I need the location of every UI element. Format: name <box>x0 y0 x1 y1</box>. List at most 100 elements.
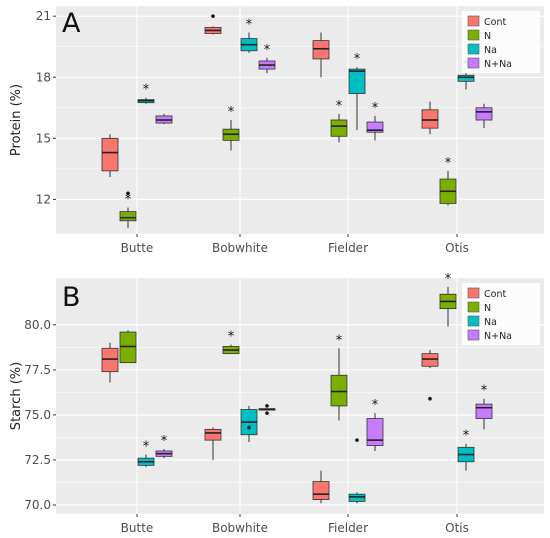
box-n-butte: * <box>119 191 137 228</box>
significance-star: * <box>463 429 470 444</box>
outlier-point <box>211 14 215 18</box>
box-cont-bobwhite <box>204 14 222 35</box>
box-n-bobwhite: * <box>222 330 240 355</box>
box-na-butte: * <box>137 440 155 468</box>
box-cont-otis <box>421 101 439 135</box>
significance-star: * <box>445 156 452 171</box>
legend-label: Cont <box>484 289 506 300</box>
legend-label: N+Na <box>484 331 512 342</box>
legend-label: N+Na <box>484 59 512 70</box>
x-tick-label: Fielder <box>328 521 368 535</box>
significance-star: * <box>143 83 150 98</box>
y-axis-label: Starch (%) <box>9 362 24 430</box>
significance-star: * <box>445 272 452 287</box>
box-body <box>312 40 330 60</box>
y-tick-label: 15 <box>36 131 51 145</box>
box-cont-otis <box>421 350 439 401</box>
y-tick-label: 72.5 <box>24 453 51 467</box>
significance-star: * <box>228 105 235 120</box>
legend-swatch <box>467 301 480 313</box>
box-body <box>330 119 348 137</box>
box-body <box>421 353 439 367</box>
box-body <box>366 121 384 133</box>
box-cont-butte <box>101 134 119 177</box>
box-n-na-fielder: * <box>366 398 384 451</box>
box-body <box>204 428 222 441</box>
legend: Cont N Na N+Na <box>462 11 540 73</box>
significance-star: * <box>481 384 488 399</box>
box-n-na-bobwhite: * <box>258 43 276 74</box>
legend-label: Na <box>484 45 497 56</box>
panel-a-protein-chart: 12 15 18 21 Butte Bobwhite Fielder Otis Protein … <box>9 6 544 255</box>
y-tick-label: 18 <box>36 70 51 84</box>
box-na-fielder: * <box>348 52 366 131</box>
box-na-otis: * <box>457 429 475 471</box>
box-na-fielder <box>348 438 366 504</box>
y-tick-label: 12 <box>36 192 51 206</box>
x-tick-label: Otis <box>445 521 469 535</box>
significance-star: * <box>336 99 343 114</box>
box-n-na-otis: * <box>475 384 493 430</box>
panel-label: A <box>62 8 81 39</box>
legend: Cont N Na N+Na <box>462 283 540 345</box>
outlier-point <box>265 404 269 408</box>
outlier-point <box>265 411 269 415</box>
significance-star: * <box>161 434 168 449</box>
box-body <box>330 374 348 407</box>
significance-star: * <box>372 101 379 116</box>
legend-swatch <box>467 287 480 299</box>
y-tick-label: 80.0 <box>24 318 51 332</box>
box-body <box>348 493 366 502</box>
box-body <box>348 68 366 94</box>
legend-swatch <box>467 15 480 27</box>
significance-star: * <box>372 398 379 413</box>
y-tick-label: 21 <box>36 9 51 23</box>
y-tick-label: 70.0 <box>24 498 51 512</box>
y-axis-label: Protein (%) <box>9 84 24 156</box>
box-n-na-bobwhite <box>258 404 276 415</box>
x-tick-label: Bobwhite <box>212 241 268 255</box>
legend-swatch <box>467 315 480 327</box>
box-n-na-butte <box>155 113 173 125</box>
box-n-fielder: * <box>330 99 348 143</box>
box-na-bobwhite: * <box>240 17 258 53</box>
box-cont-fielder <box>312 470 330 504</box>
box-body <box>475 403 493 419</box>
legend-label: N <box>484 303 491 314</box>
x-tick-label: Bobwhite <box>212 521 268 535</box>
significance-star: * <box>143 440 150 455</box>
significance-star: * <box>264 43 271 58</box>
box-cont-butte <box>101 342 119 383</box>
box-n-na-butte: * <box>155 434 173 459</box>
legend-label: N <box>484 31 491 42</box>
box-na-bobwhite <box>240 405 258 442</box>
box-body <box>119 331 137 364</box>
panel-label: B <box>62 282 81 313</box>
box-body <box>119 211 137 222</box>
box-n-na-otis <box>475 103 493 129</box>
box-body <box>457 74 475 82</box>
legend-label: Na <box>484 317 497 328</box>
box-cont-fielder <box>312 32 330 78</box>
box-body <box>475 107 493 121</box>
box-body <box>101 347 119 373</box>
significance-star: * <box>125 193 132 208</box>
significance-star: * <box>246 17 253 32</box>
legend-swatch <box>467 57 480 69</box>
box-n-na-fielder: * <box>366 101 384 141</box>
box-body <box>101 137 119 172</box>
y-tick-label: 77.5 <box>24 363 51 377</box>
legend-swatch <box>467 43 480 55</box>
outlier-point <box>126 191 130 196</box>
x-tick-label: Butte <box>121 521 154 535</box>
legend-swatch <box>467 329 480 341</box>
box-body <box>312 481 330 500</box>
outlier-point <box>355 438 359 442</box>
box-cont-bobwhite <box>204 427 222 460</box>
outlier-point <box>428 396 432 401</box>
legend-swatch <box>467 29 480 41</box>
legend-label: Cont <box>484 17 506 28</box>
outlier-point <box>247 425 251 430</box>
x-tick-label: Butte <box>121 241 154 255</box>
